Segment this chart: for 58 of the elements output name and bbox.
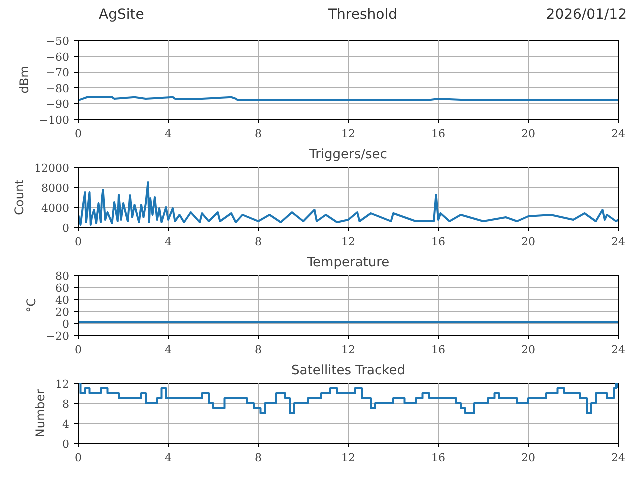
y-tick-label: −90	[46, 98, 70, 112]
x-tick-label: 12	[342, 452, 356, 464]
y-tick-label: 12	[56, 378, 70, 391]
x-tick-label: 4	[165, 452, 172, 464]
x-tick-label: 4	[165, 236, 172, 248]
x-tick-label: 4	[165, 344, 172, 356]
y-tick-label: 0	[62, 318, 70, 331]
y-tick-label: 12000	[34, 162, 70, 175]
y-tick-label: −20	[46, 330, 70, 343]
x-tick-label: 8	[255, 236, 262, 248]
y-tick-label: −100	[39, 114, 70, 127]
y-tick-label: 20	[56, 306, 70, 319]
y-tick-label: 0	[62, 222, 70, 235]
y-axis-title: Count	[12, 179, 27, 216]
x-tick-label: 24	[612, 452, 626, 464]
x-tick-label: 4	[165, 128, 172, 140]
x-tick-label: 16	[432, 344, 446, 356]
y-axis-title: °C	[24, 298, 38, 313]
x-tick-label: 8	[255, 452, 262, 464]
x-tick-label: 8	[255, 128, 262, 140]
x-tick-label: 12	[342, 128, 356, 140]
x-tick-label: 16	[432, 452, 446, 464]
x-tick-label: 0	[75, 452, 82, 464]
x-tick-label: 0	[75, 236, 82, 248]
y-tick-label: 4	[62, 418, 70, 431]
y-tick-label: 60	[56, 282, 70, 295]
x-tick-label: 0	[75, 344, 82, 356]
y-tick-label: −70	[46, 66, 70, 80]
x-tick-label: 20	[522, 344, 536, 356]
x-tick-label: 20	[522, 128, 536, 140]
x-tick-label: 8	[255, 344, 262, 356]
x-tick-label: 24	[612, 344, 626, 356]
text: AgSite	[99, 6, 144, 25]
y-tick-label: 8	[62, 398, 70, 411]
y-axis-title: dBm	[17, 66, 32, 94]
chart-title: Temperature	[306, 256, 390, 270]
y-tick-label: −50	[46, 35, 70, 48]
x-tick-label: 20	[522, 236, 536, 248]
y-tick-label: −60	[46, 50, 70, 64]
chart-title: Triggers/sec	[308, 148, 388, 162]
x-tick-label: 16	[432, 128, 446, 140]
x-tick-label: 12	[342, 236, 356, 248]
y-tick-label: 0	[62, 438, 70, 451]
y-tick-label: 4000	[42, 202, 70, 215]
y-tick-label: −80	[46, 82, 70, 96]
y-tick-label: 40	[56, 294, 70, 307]
x-tick-label: 24	[612, 128, 626, 140]
x-tick-label: 16	[432, 236, 446, 248]
y-axis-title: Number	[34, 389, 48, 438]
chart-title: Satellites Tracked	[292, 364, 406, 378]
x-tick-label: 12	[342, 344, 356, 356]
text: 2026/01/12	[546, 6, 627, 25]
x-tick-label: 24	[612, 236, 626, 248]
y-tick-label: 8000	[42, 182, 70, 195]
x-tick-label: 20	[522, 452, 536, 464]
y-tick-label: 80	[56, 270, 70, 283]
x-tick-label: 0	[75, 128, 82, 140]
chart-title: Threshold	[328, 6, 398, 25]
